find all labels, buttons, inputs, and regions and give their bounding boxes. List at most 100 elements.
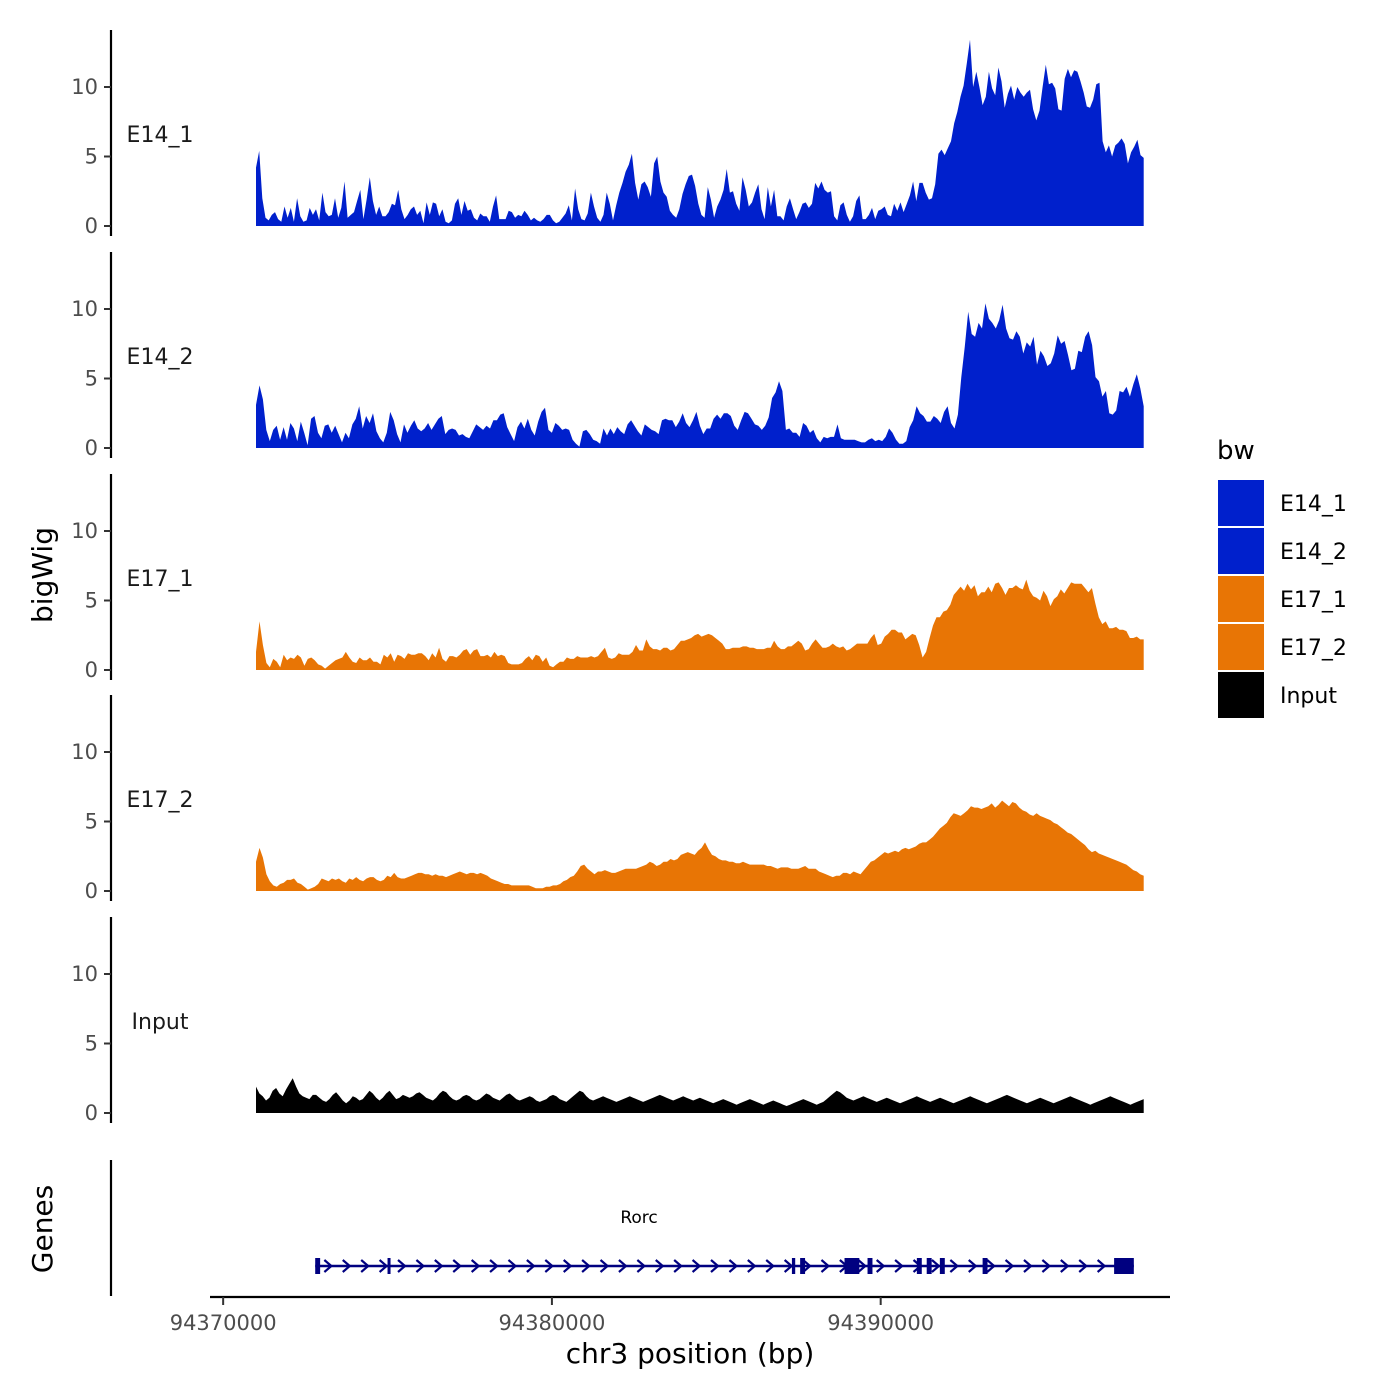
strand-arrow [415, 1259, 426, 1273]
gene-name-label: Rorc [620, 1208, 657, 1228]
legend-label: E14_2 [1280, 540, 1347, 565]
legend-item: E17_1 [1218, 576, 1347, 622]
legend-item: E14_1 [1218, 480, 1347, 526]
gene-body [315, 1258, 1134, 1274]
y-tick-label: 0 [85, 214, 98, 238]
strand-arrow [857, 1259, 867, 1273]
coverage-area-e17_2 [256, 800, 1144, 891]
strand-arrow [489, 1259, 499, 1273]
coverage-area-e17_1 [256, 579, 1144, 670]
y-tick-label: 5 [85, 810, 98, 834]
track-panel-e14_2: 0 5 10 E14_2 [71, 252, 1144, 460]
strand-arrow [636, 1259, 647, 1273]
strand-arrow [765, 1259, 775, 1273]
strand-arrow [1096, 1259, 1107, 1273]
track-label: E17_1 [127, 567, 194, 592]
gene-exon [916, 1258, 922, 1274]
strand-arrow [802, 1259, 812, 1273]
track-label: Input [132, 1010, 189, 1035]
y-tick-label: 0 [85, 1101, 98, 1125]
y-tick-label: 10 [71, 75, 98, 99]
gene-exon [867, 1258, 873, 1274]
strand-arrow [1023, 1259, 1033, 1273]
y-tick-label: 5 [85, 1032, 98, 1056]
legend-title: bw [1217, 436, 1255, 466]
x-tick-label: 94390000 [827, 1311, 934, 1335]
strand-arrow [673, 1259, 683, 1273]
legend: bw E14_1 E14_2 E17_1 E17_2 Input [1217, 436, 1347, 718]
strand-arrow [691, 1259, 702, 1273]
track-panels: 0 5 10 E14_1 0 5 10 E14_2 0 5 10 E17_1 0 5 10 E17_2 0 5 10… [71, 30, 1144, 1125]
track-panel-e17_1: 0 5 10 E17_1 [71, 474, 1144, 682]
gene-exon [791, 1258, 796, 1274]
genes-axis-title: Genes [26, 1185, 59, 1273]
legend-swatch [1218, 624, 1264, 670]
y-tick-label: 5 [85, 589, 98, 613]
track-panel-e14_1: 0 5 10 E14_1 [71, 30, 1144, 238]
strand-arrow [581, 1259, 591, 1273]
legend-swatch [1218, 480, 1264, 526]
gene-exon [800, 1258, 806, 1274]
strand-arrow [783, 1259, 794, 1273]
strand-arrow [544, 1259, 554, 1273]
strand-arrow [323, 1259, 334, 1273]
x-tick-label: 94380000 [498, 1311, 605, 1335]
gene-exon [387, 1258, 391, 1274]
strand-arrow [820, 1259, 831, 1273]
y-tick-label: 5 [85, 367, 98, 391]
strand-arrow [728, 1259, 739, 1273]
y-tick-label: 0 [85, 879, 98, 903]
strand-arrow [360, 1259, 370, 1273]
strand-arrow [1041, 1259, 1052, 1273]
strand-arrow [986, 1259, 996, 1273]
strand-arrow [655, 1259, 665, 1273]
gene-exon [315, 1258, 321, 1274]
track-label: E17_2 [127, 788, 194, 813]
strand-arrow [562, 1259, 573, 1273]
strand-arrow [470, 1259, 481, 1273]
strand-arrow [747, 1259, 757, 1273]
strand-arrow [1004, 1259, 1015, 1273]
gene-exon [1114, 1258, 1134, 1274]
legend-swatch [1218, 528, 1264, 574]
y-tick-label: 5 [85, 145, 98, 169]
legend-item: E17_2 [1218, 624, 1347, 670]
legend-item: Input [1218, 672, 1337, 718]
x-tick-label: 94370000 [170, 1311, 277, 1335]
coverage-area-input [256, 1078, 1144, 1113]
legend-label: E14_1 [1280, 492, 1347, 517]
strand-arrow [342, 1259, 352, 1273]
strand-arrow [1060, 1259, 1070, 1273]
track-panel-input: 0 5 10 Input [71, 917, 1144, 1125]
legend-label: Input [1280, 684, 1337, 709]
strand-arrow [894, 1259, 904, 1273]
gene-track: Rorc [109, 1160, 1134, 1296]
track-label: E14_1 [127, 123, 194, 148]
strand-arrow [949, 1259, 960, 1273]
gene-exon [939, 1258, 945, 1274]
strand-arrow [618, 1259, 628, 1273]
x-axis: 94370000 94380000 94390000 chr3 position (… [170, 1295, 1170, 1370]
gene-exon [926, 1258, 932, 1274]
coverage-area-e14_1 [256, 39, 1144, 227]
y-tick-label: 10 [71, 519, 98, 543]
y-tick-label: 10 [71, 740, 98, 764]
x-axis-title: chr3 position (bp) [566, 1337, 815, 1370]
track-panel-e17_2: 0 5 10 E17_2 [71, 695, 1144, 903]
strand-arrow [968, 1259, 978, 1273]
legend-swatch [1218, 672, 1264, 718]
coverage-area-e14_2 [256, 303, 1144, 448]
strand-arrow [397, 1259, 407, 1273]
strand-arrow [710, 1259, 720, 1273]
strand-arrow [526, 1259, 536, 1273]
strand-arrow [1078, 1259, 1088, 1273]
y-tick-label: 0 [85, 658, 98, 682]
strand-arrow [507, 1259, 518, 1273]
legend-item: E14_2 [1218, 528, 1347, 574]
gene-exon [982, 1258, 988, 1274]
legend-label: E17_2 [1280, 636, 1347, 661]
strand-arrow [599, 1259, 610, 1273]
strand-arrow [875, 1259, 886, 1273]
y-tick-label: 0 [85, 436, 98, 460]
